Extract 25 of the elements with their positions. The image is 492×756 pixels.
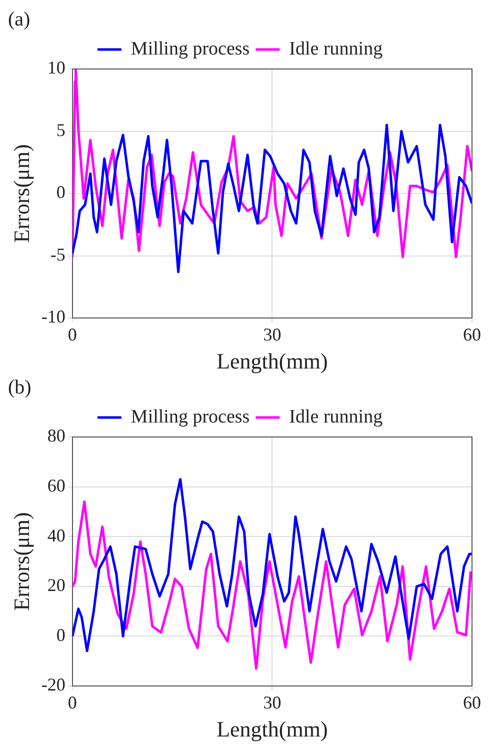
y-tick-label: -5 bbox=[50, 244, 66, 264]
x-tick-label: 60 bbox=[463, 324, 481, 345]
y-tick-label: -20 bbox=[41, 674, 66, 695]
chart-title: (b) bbox=[8, 376, 32, 398]
x-tick-label: 30 bbox=[263, 324, 282, 345]
y-tick-label: 5 bbox=[56, 120, 66, 140]
y-tick-label: -10 bbox=[41, 306, 66, 327]
legend-label: Milling process bbox=[130, 38, 250, 60]
legend-label: Milling process bbox=[130, 406, 250, 428]
legend-label: Idle running bbox=[289, 406, 384, 428]
y-axis-title: Errors(μm) bbox=[8, 144, 34, 243]
legend-label: Idle running bbox=[289, 38, 384, 60]
y-tick-label: 60 bbox=[47, 476, 66, 496]
y-tick-label: 20 bbox=[47, 575, 66, 596]
y-tick-label: 40 bbox=[47, 525, 66, 546]
x-axis-title: Length(mm) bbox=[216, 348, 328, 374]
chart-title: (a) bbox=[8, 8, 30, 30]
y-tick-label: 10 bbox=[47, 58, 66, 78]
y-tick-label: 0 bbox=[56, 182, 66, 202]
x-tick-label: 60 bbox=[463, 692, 481, 713]
y-tick-label: 0 bbox=[56, 624, 66, 645]
y-tick-label: 80 bbox=[47, 426, 66, 446]
y-axis-title: Errors(μm) bbox=[8, 512, 34, 611]
x-axis-title: Length(mm) bbox=[216, 716, 328, 742]
x-tick-label: 30 bbox=[263, 692, 282, 713]
